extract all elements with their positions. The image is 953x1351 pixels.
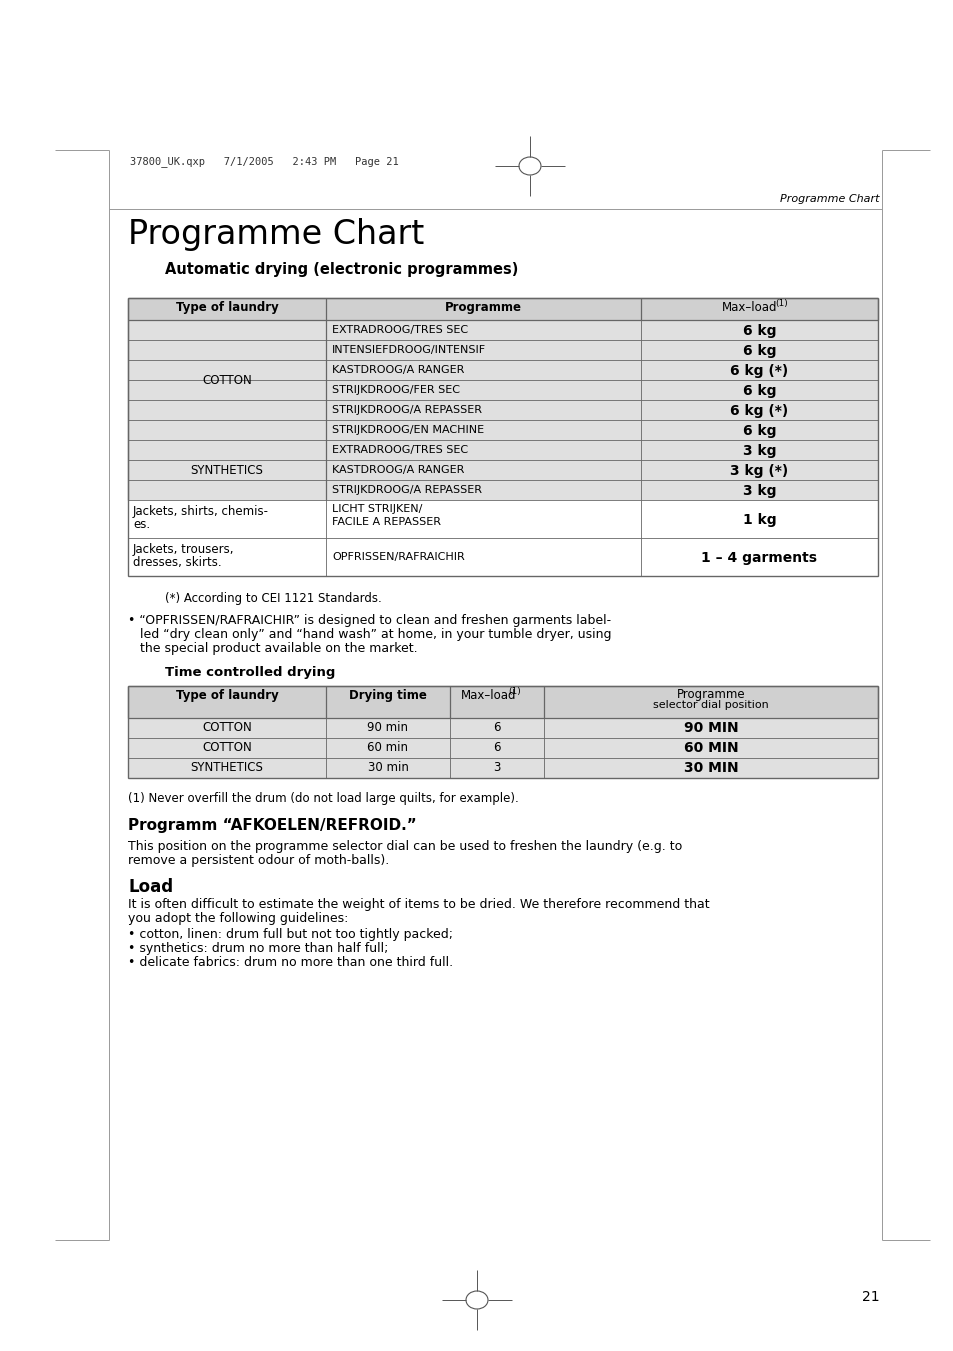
Text: Jackets, trousers,: Jackets, trousers,	[132, 543, 234, 557]
Text: EXTRADROOG/TRES SEC: EXTRADROOG/TRES SEC	[332, 326, 468, 335]
Text: LICHT STRIJKEN/: LICHT STRIJKEN/	[332, 504, 422, 513]
Text: 6: 6	[493, 721, 500, 734]
Bar	[543, 686, 877, 717]
Text: Drying time: Drying time	[349, 689, 427, 703]
Text: Load: Load	[128, 878, 172, 896]
Text: Programme Chart: Programme Chart	[128, 218, 424, 251]
Text: you adopt the following guidelines:: you adopt the following guidelines:	[128, 912, 348, 925]
Text: EXTRADROOG/TRES SEC: EXTRADROOG/TRES SEC	[332, 444, 468, 455]
Text: 6: 6	[493, 740, 500, 754]
Text: • delicate fabrics: drum no more than one third full.: • delicate fabrics: drum no more than on…	[128, 957, 453, 969]
Bar	[128, 400, 877, 420]
Text: es.: es.	[132, 517, 150, 531]
Text: STRIJKDROOG/EN MACHINE: STRIJKDROOG/EN MACHINE	[332, 426, 483, 435]
Text: • “OPFRISSEN/RAFRAICHIR” is designed to clean and freshen garments label-: • “OPFRISSEN/RAFRAICHIR” is designed to …	[128, 613, 611, 627]
Text: Type of laundry: Type of laundry	[175, 301, 278, 313]
Text: remove a persistent odour of moth-balls).: remove a persistent odour of moth-balls)…	[128, 854, 389, 867]
Text: 30 min: 30 min	[367, 761, 408, 774]
Text: Max–load: Max–load	[460, 689, 517, 703]
Text: 90 MIN: 90 MIN	[683, 721, 738, 735]
Text: Programme: Programme	[676, 688, 744, 701]
Text: Programme Chart: Programme Chart	[780, 195, 879, 204]
Text: 6 kg (*): 6 kg (*)	[730, 363, 788, 378]
Bar	[128, 320, 877, 340]
Text: Programme: Programme	[444, 301, 521, 313]
Text: 3 kg: 3 kg	[742, 484, 776, 499]
Bar	[128, 440, 326, 500]
Bar	[128, 380, 877, 400]
Bar	[128, 738, 877, 758]
Bar	[128, 359, 877, 380]
Text: COTTON: COTTON	[202, 740, 252, 754]
Text: 60 MIN: 60 MIN	[683, 740, 738, 755]
Text: 6 kg: 6 kg	[742, 424, 776, 438]
Text: • cotton, linen: drum full but not too tightly packed;: • cotton, linen: drum full but not too t…	[128, 928, 453, 942]
Text: Automatic drying (electronic programmes): Automatic drying (electronic programmes)	[165, 262, 517, 277]
Bar	[128, 420, 877, 440]
Text: 1 – 4 garments: 1 – 4 garments	[700, 551, 817, 565]
Text: STRIJKDROOG/FER SEC: STRIJKDROOG/FER SEC	[332, 385, 459, 394]
Bar	[128, 686, 877, 717]
Bar	[128, 299, 877, 320]
Bar	[128, 538, 877, 576]
Text: 3: 3	[493, 761, 500, 774]
Text: 1 kg: 1 kg	[741, 513, 776, 527]
Text: Time controlled drying: Time controlled drying	[165, 666, 335, 680]
Text: STRIJKDROOG/A REPASSER: STRIJKDROOG/A REPASSER	[332, 485, 481, 494]
Bar	[128, 340, 877, 359]
Text: STRIJKDROOG/A REPASSER: STRIJKDROOG/A REPASSER	[332, 405, 481, 415]
Text: 21: 21	[862, 1290, 879, 1304]
Text: • synthetics: drum no more than half full;: • synthetics: drum no more than half ful…	[128, 942, 388, 955]
Bar	[128, 320, 326, 440]
Text: INTENSIEFDROOG/INTENSIF: INTENSIEFDROOG/INTENSIF	[332, 345, 486, 355]
Bar	[128, 758, 877, 778]
Text: This position on the programme selector dial can be used to freshen the laundry : This position on the programme selector …	[128, 840, 681, 852]
Text: 30 MIN: 30 MIN	[683, 761, 738, 775]
Text: led “dry clean only” and “hand wash” at home, in your tumble dryer, using: led “dry clean only” and “hand wash” at …	[140, 628, 611, 640]
Text: FACILE A REPASSER: FACILE A REPASSER	[332, 517, 440, 527]
Bar	[128, 717, 877, 738]
Text: Max–load: Max–load	[721, 301, 777, 313]
Text: selector dial position: selector dial position	[653, 700, 768, 711]
Text: the special product available on the market.: the special product available on the mar…	[140, 642, 417, 655]
Text: 6 kg: 6 kg	[742, 345, 776, 358]
Text: dresses, skirts.: dresses, skirts.	[132, 557, 221, 569]
Bar	[128, 459, 877, 480]
Text: 37800_UK.qxp   7/1/2005   2:43 PM   Page 21: 37800_UK.qxp 7/1/2005 2:43 PM Page 21	[130, 157, 398, 168]
Text: 3 kg: 3 kg	[742, 444, 776, 458]
Text: 6 kg (*): 6 kg (*)	[730, 404, 788, 417]
Text: 90 min: 90 min	[367, 721, 408, 734]
Text: 60 min: 60 min	[367, 740, 408, 754]
Text: Type of laundry: Type of laundry	[175, 689, 278, 703]
Bar	[128, 500, 877, 538]
Text: SYNTHETICS: SYNTHETICS	[191, 463, 263, 477]
Text: KASTDROOG/A RANGER: KASTDROOG/A RANGER	[332, 365, 464, 376]
Text: (1): (1)	[774, 299, 787, 308]
Text: Jackets, shirts, chemis-: Jackets, shirts, chemis-	[132, 505, 269, 517]
Text: 3 kg (*): 3 kg (*)	[730, 463, 788, 478]
Text: OPFRISSEN/RAFRAICHIR: OPFRISSEN/RAFRAICHIR	[332, 553, 464, 562]
Text: (1) Never overfill the drum (do not load large quilts, for example).: (1) Never overfill the drum (do not load…	[128, 792, 518, 805]
Text: It is often difficult to estimate the weight of items to be dried. We therefore : It is often difficult to estimate the we…	[128, 898, 709, 911]
Text: COTTON: COTTON	[202, 374, 252, 386]
Text: KASTDROOG/A RANGER: KASTDROOG/A RANGER	[332, 465, 464, 476]
Bar	[128, 440, 877, 459]
Text: 6 kg: 6 kg	[742, 384, 776, 399]
Text: COTTON: COTTON	[202, 721, 252, 734]
Text: 6 kg: 6 kg	[742, 324, 776, 338]
Text: (1): (1)	[508, 688, 521, 696]
Text: Programm “AFKOELEN/REFROID.”: Programm “AFKOELEN/REFROID.”	[128, 817, 416, 834]
Text: (*) According to CEI 1121 Standards.: (*) According to CEI 1121 Standards.	[165, 592, 381, 605]
Text: SYNTHETICS: SYNTHETICS	[191, 761, 263, 774]
Bar	[128, 480, 877, 500]
